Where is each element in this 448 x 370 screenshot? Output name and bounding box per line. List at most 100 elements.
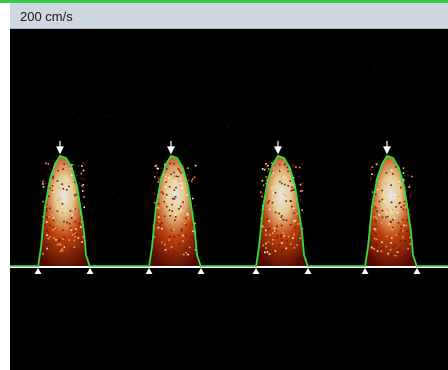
- speckle-dot: [82, 245, 85, 247]
- speckle-dot: [182, 214, 184, 216]
- speckle-dot: [375, 229, 377, 231]
- speckle-dot: [374, 220, 377, 222]
- speckle-dot: [70, 227, 72, 230]
- noise-dot: [121, 164, 124, 166]
- speckle-dot: [404, 206, 407, 208]
- speckle-dot: [377, 180, 380, 182]
- noise-dot: [211, 142, 213, 144]
- speckle-dot: [369, 249, 371, 252]
- speckle-dot: [187, 214, 189, 216]
- speckle-dot: [56, 180, 59, 182]
- noise-dot: [211, 219, 213, 221]
- speckle-dot: [385, 172, 388, 174]
- speckle-dot: [290, 189, 293, 192]
- speckle-dot: [266, 251, 269, 253]
- speckle-dot: [66, 193, 68, 196]
- scale-header: 200 cm/s: [10, 3, 448, 29]
- speckle-dot: [289, 224, 292, 226]
- speckle-dot: [376, 244, 378, 246]
- speckle-dot: [292, 164, 294, 166]
- speckle-dot: [45, 162, 47, 165]
- speckle-dot: [165, 194, 168, 196]
- speckle-dot: [52, 229, 54, 231]
- noise-dot: [298, 45, 300, 47]
- speckle-dot: [274, 191, 277, 194]
- noise-dot: [425, 160, 427, 162]
- speckle-dot: [165, 181, 167, 183]
- noise-dot: [277, 113, 279, 115]
- speckle-dot: [52, 177, 54, 180]
- speckle-dot: [74, 194, 76, 197]
- speckle-dot: [194, 164, 197, 167]
- speckle-dot: [68, 239, 70, 241]
- speckle-dot: [280, 235, 282, 238]
- speckle-dot: [391, 237, 393, 239]
- speckle-dot: [282, 218, 285, 221]
- speckle-dot: [265, 242, 267, 245]
- speckle-dot: [261, 225, 264, 228]
- noise-dot: [212, 63, 214, 65]
- noise-dot: [47, 75, 49, 77]
- speckle-dot: [182, 234, 184, 237]
- noise-dot: [203, 48, 205, 50]
- noise-dot: [32, 110, 34, 112]
- speckle-dot: [153, 236, 156, 238]
- speckle-dot: [47, 237, 50, 240]
- speckle-dot: [373, 228, 376, 230]
- speckle-dot: [293, 220, 295, 223]
- speckle-dot: [369, 252, 372, 254]
- speckle-dot: [171, 197, 174, 200]
- speckle-dot: [159, 224, 161, 226]
- speckle-dot: [262, 244, 264, 247]
- speckle-dot: [77, 250, 79, 253]
- spectrum-canvas: [10, 29, 448, 274]
- speckle-dot: [407, 247, 409, 250]
- speckle-dot: [282, 173, 285, 176]
- speckle-dot: [385, 195, 388, 198]
- speckle-dot: [173, 196, 175, 198]
- spectral-speckle: [42, 162, 413, 257]
- noise-dot: [308, 184, 310, 186]
- speckle-dot: [49, 236, 51, 238]
- speckle-dot: [410, 250, 412, 253]
- speckle-dot: [281, 251, 283, 253]
- speckle-dot: [281, 175, 283, 178]
- speckle-dot: [168, 185, 171, 188]
- speckle-dot: [394, 244, 396, 247]
- noise-dot: [335, 145, 337, 147]
- speckle-dot: [399, 229, 402, 232]
- speckle-dot: [153, 201, 155, 203]
- speckle-dot: [165, 168, 168, 170]
- noise-dot: [337, 169, 339, 172]
- speckle-dot: [51, 190, 54, 192]
- speckle-dot: [393, 197, 396, 200]
- noise-dot: [161, 80, 163, 82]
- speckle-dot: [405, 190, 407, 192]
- speckle-dot: [49, 168, 51, 171]
- speckle-dot: [403, 193, 405, 196]
- noise-dot: [213, 84, 215, 86]
- noise-dot: [57, 134, 59, 136]
- speckle-dot: [294, 226, 297, 229]
- speckle-dot: [408, 209, 411, 211]
- speckle-dot: [192, 230, 194, 233]
- noise-dot: [324, 169, 326, 171]
- speckle-dot: [45, 210, 48, 212]
- speckle-dot: [181, 228, 183, 230]
- speckle-dot: [285, 219, 288, 222]
- speckle-dot: [72, 207, 75, 210]
- speckle-dot: [390, 228, 393, 231]
- speckle-dot: [42, 186, 45, 188]
- speckle-dot: [177, 233, 180, 236]
- speckle-dot: [265, 229, 267, 232]
- noise-dot: [117, 55, 119, 57]
- speckle-dot: [292, 252, 295, 254]
- speckle-dot: [57, 199, 59, 202]
- speckle-dot: [280, 216, 282, 219]
- speckle-dot: [185, 199, 187, 202]
- speckle-dot: [187, 252, 190, 254]
- speckle-dot: [271, 243, 274, 245]
- speckle-dot: [168, 209, 171, 212]
- speckle-dot: [178, 208, 180, 210]
- noise-dot: [304, 107, 306, 109]
